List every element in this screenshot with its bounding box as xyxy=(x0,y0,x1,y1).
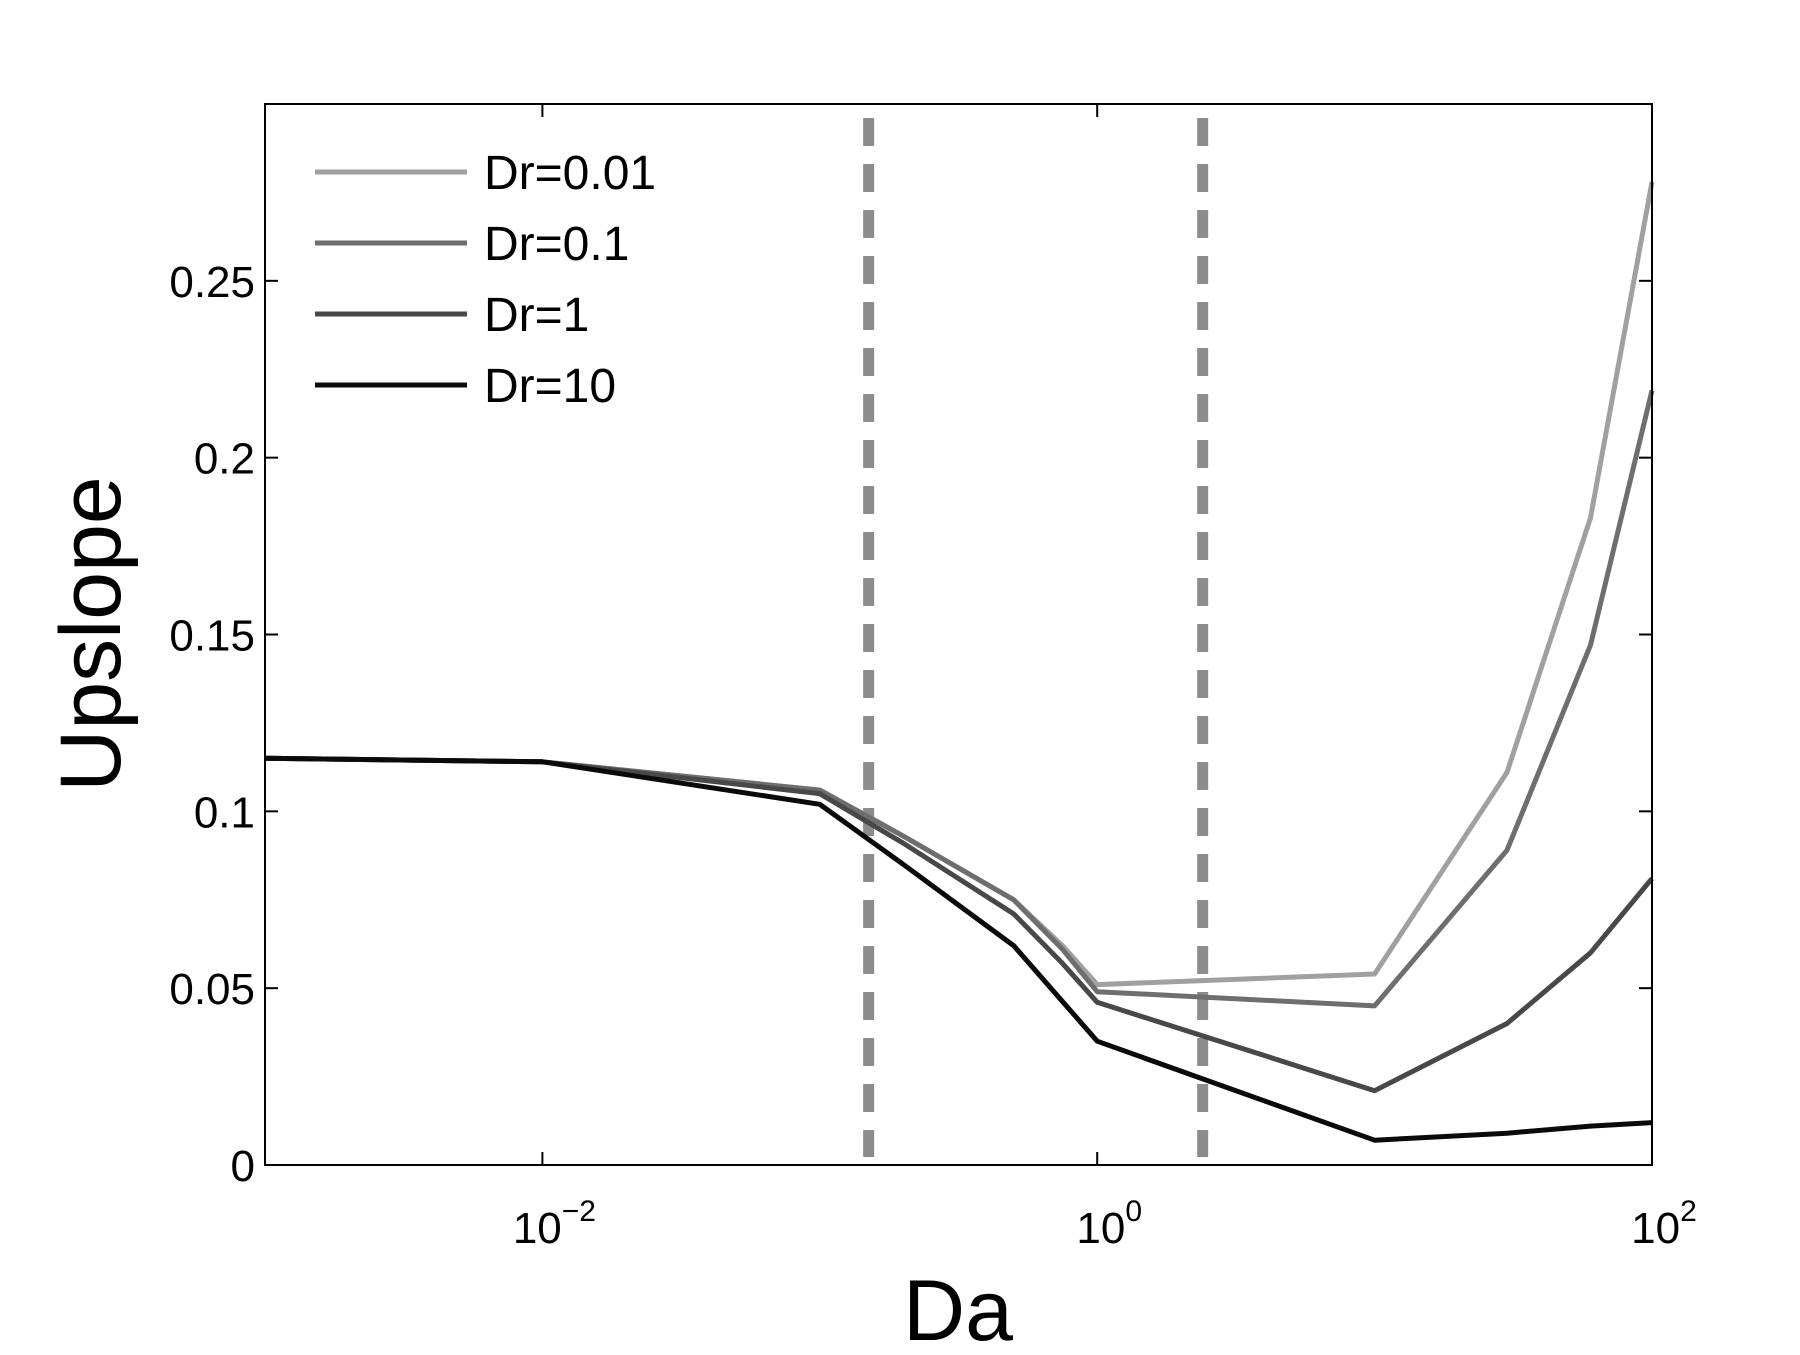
x-tick-label: 10−2 xyxy=(513,1195,596,1253)
plot-frame xyxy=(264,103,1653,1166)
axis-ticks: 0 0.05 0.1 0.15 0.2 0.25 10−2 100 102 xyxy=(169,104,1697,1253)
series-line-2 xyxy=(264,389,1655,1009)
x-tick-label: 100 xyxy=(1076,1195,1142,1253)
legend-label-2: Dr=0.1 xyxy=(484,218,629,271)
legend-label-1: Dr=0.01 xyxy=(484,147,656,200)
y-tick-label: 0.1 xyxy=(194,788,255,837)
series-line-4 xyxy=(264,755,1653,1143)
legend-label-3: Dr=1 xyxy=(484,289,589,342)
x-tick-label: 102 xyxy=(1631,1195,1697,1253)
y-tick-label: 0 xyxy=(231,1142,255,1191)
reference-lines xyxy=(863,118,1209,1157)
x-axis-label: Da xyxy=(903,1263,1013,1350)
y-tick-label: 0.25 xyxy=(169,258,255,307)
y-tick-label: 0.2 xyxy=(194,435,255,484)
y-tick-label: 0.05 xyxy=(169,965,255,1014)
series-line-1 xyxy=(264,181,1655,988)
legend-label-4: Dr=10 xyxy=(484,360,616,413)
series-line-3 xyxy=(264,755,1654,1094)
series-lines xyxy=(264,181,1655,1143)
legend: Dr=0.01 Dr=0.1 Dr=1 Dr=10 xyxy=(315,147,656,413)
y-tick-label: 0.15 xyxy=(169,612,255,661)
y-axis-label: Upslope xyxy=(43,476,139,792)
